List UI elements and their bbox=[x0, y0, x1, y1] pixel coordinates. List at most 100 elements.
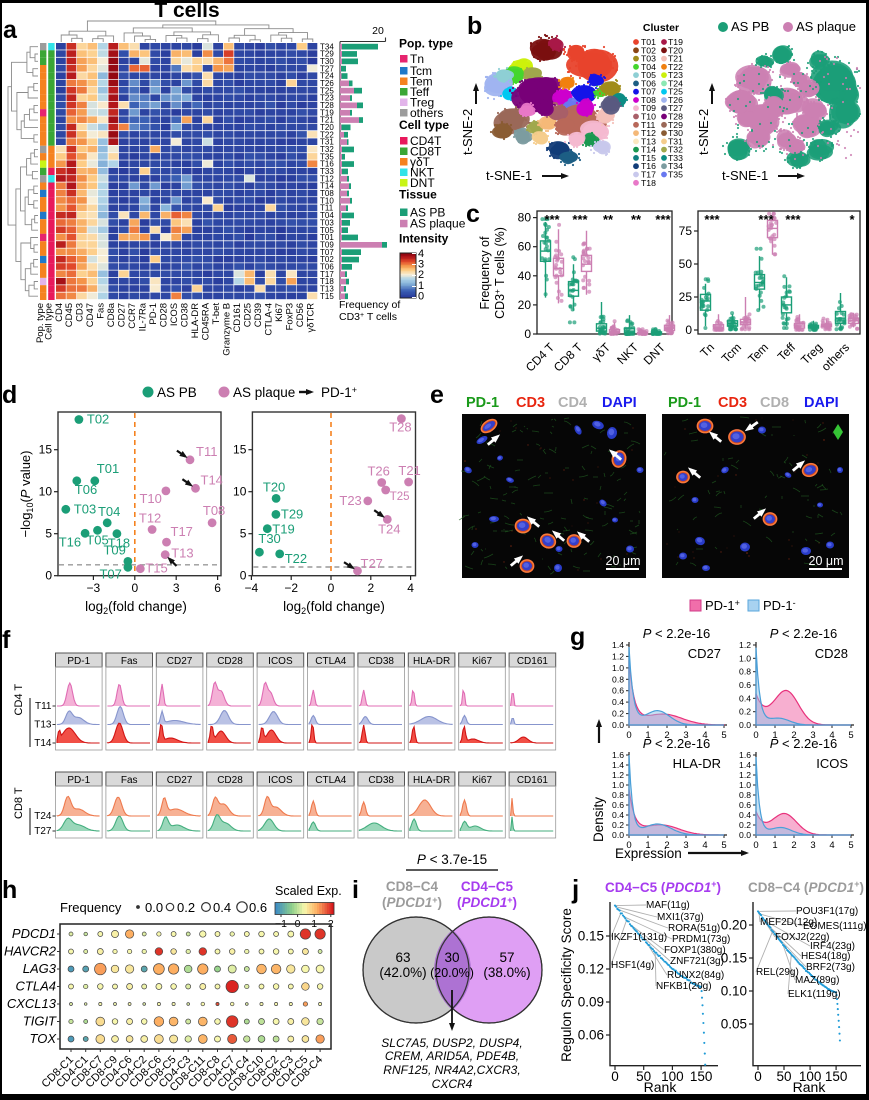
svg-text:5: 5 bbox=[45, 527, 52, 541]
svg-text:0.2: 0.2 bbox=[739, 707, 751, 717]
svg-text:T19: T19 bbox=[272, 522, 294, 537]
svg-text:HES4(18g): HES4(18g) bbox=[801, 951, 850, 962]
svg-text:T20: T20 bbox=[320, 123, 334, 132]
svg-text:Regulon Specificity Score: Regulon Specificity Score bbox=[559, 908, 574, 1062]
svg-text:PD-1-: PD-1- bbox=[763, 598, 796, 613]
svg-text:T20: T20 bbox=[263, 479, 285, 494]
svg-text:P < 2.2e-16: P < 2.2e-16 bbox=[770, 736, 838, 751]
svg-text:0.0: 0.0 bbox=[145, 900, 163, 915]
svg-text:0.6: 0.6 bbox=[739, 680, 751, 690]
svg-text:T16: T16 bbox=[59, 534, 81, 549]
svg-text:HLA-DR: HLA-DR bbox=[413, 656, 450, 667]
svg-text:100: 100 bbox=[799, 1069, 822, 1084]
svg-text:h: h bbox=[2, 876, 17, 904]
svg-text:−2: −2 bbox=[284, 581, 298, 595]
svg-text:1.0: 1.0 bbox=[739, 780, 751, 790]
svg-text:CTLA4: CTLA4 bbox=[16, 979, 56, 994]
svg-text:3: 3 bbox=[173, 581, 180, 595]
svg-text:−log10(P value): −log10(P value) bbox=[18, 450, 35, 537]
svg-text:0.2: 0.2 bbox=[739, 820, 751, 830]
svg-text:0: 0 bbox=[754, 1069, 762, 1084]
svg-text:T08: T08 bbox=[641, 95, 656, 105]
svg-text:T07: T07 bbox=[99, 566, 121, 581]
svg-text:T13: T13 bbox=[34, 720, 52, 731]
svg-text:AS PB: AS PB bbox=[157, 385, 197, 400]
svg-text:T09: T09 bbox=[103, 542, 125, 557]
svg-text:others: others bbox=[819, 340, 852, 373]
svg-text:T07: T07 bbox=[641, 87, 656, 97]
svg-text:c: c bbox=[466, 200, 480, 228]
svg-text:2: 2 bbox=[791, 840, 796, 851]
svg-text:AS plaque: AS plaque bbox=[233, 385, 295, 400]
svg-text:0.6: 0.6 bbox=[612, 686, 624, 696]
svg-text:T27: T27 bbox=[34, 826, 52, 837]
svg-text:T28: T28 bbox=[668, 112, 683, 122]
svg-text:57: 57 bbox=[499, 950, 514, 965]
svg-text:4: 4 bbox=[418, 248, 424, 260]
svg-text:j: j bbox=[571, 874, 579, 904]
svg-text:CREM, ARID5A, PDE4B,: CREM, ARID5A, PDE4B, bbox=[385, 1049, 519, 1063]
svg-text:RNF125, NR4A2,CXCR3,: RNF125, NR4A2,CXCR3, bbox=[383, 1063, 520, 1077]
svg-text:T24: T24 bbox=[34, 811, 52, 822]
svg-text:CXCR4: CXCR4 bbox=[432, 1077, 473, 1091]
svg-text:(20.0%): (20.0%) bbox=[430, 966, 474, 980]
svg-text:Teff: Teff bbox=[775, 340, 799, 364]
svg-text:Tcm: Tcm bbox=[719, 340, 744, 365]
svg-text:CCR7: CCR7 bbox=[127, 303, 138, 329]
svg-text:Ki67: Ki67 bbox=[472, 775, 492, 786]
svg-text:1.4: 1.4 bbox=[612, 760, 624, 770]
svg-text:g: g bbox=[570, 623, 585, 651]
svg-text:Fas: Fas bbox=[96, 303, 107, 319]
svg-text:0: 0 bbox=[240, 569, 247, 583]
svg-text:AS PB: AS PB bbox=[410, 205, 445, 219]
svg-text:4: 4 bbox=[829, 840, 834, 851]
svg-text:***: *** bbox=[758, 212, 774, 227]
svg-text:f: f bbox=[2, 626, 11, 654]
svg-text:Tem: Tem bbox=[745, 340, 771, 366]
svg-text:CTLA-4: CTLA-4 bbox=[263, 303, 274, 336]
svg-text:T-bet: T-bet bbox=[211, 303, 222, 325]
svg-text:0.09: 0.09 bbox=[578, 995, 604, 1010]
svg-text:T16: T16 bbox=[641, 161, 656, 171]
svg-text:6: 6 bbox=[214, 581, 221, 595]
svg-text:T35: T35 bbox=[320, 152, 334, 161]
svg-text:3: 3 bbox=[683, 840, 688, 851]
svg-text:63: 63 bbox=[395, 950, 410, 965]
svg-text:AS plaque: AS plaque bbox=[410, 217, 466, 231]
svg-text:CD3+ T cells: CD3+ T cells bbox=[339, 311, 397, 323]
svg-text:0.8: 0.8 bbox=[739, 667, 751, 677]
svg-text:DAPI: DAPI bbox=[602, 395, 637, 411]
svg-text:150: 150 bbox=[825, 1069, 848, 1084]
svg-text:Tissue: Tissue bbox=[399, 187, 437, 201]
svg-text:50: 50 bbox=[636, 1069, 651, 1084]
svg-text:CTLA4: CTLA4 bbox=[315, 656, 347, 667]
svg-text:PRDM1(73g): PRDM1(73g) bbox=[672, 934, 730, 945]
svg-text:0.4: 0.4 bbox=[739, 810, 751, 820]
svg-text:4: 4 bbox=[407, 581, 414, 595]
svg-text:2: 2 bbox=[418, 269, 424, 281]
svg-text:CD8T: CD8T bbox=[410, 144, 442, 158]
svg-text:T35: T35 bbox=[668, 170, 683, 180]
svg-text:0.6: 0.6 bbox=[612, 800, 624, 810]
svg-text:CD8−C4 (PDCD1+): CD8−C4 (PDCD1+) bbox=[748, 879, 864, 895]
svg-text:CD161: CD161 bbox=[517, 775, 549, 786]
svg-text:CD8−C4: CD8−C4 bbox=[386, 879, 439, 894]
svg-text:T14: T14 bbox=[320, 182, 334, 191]
svg-text:T30: T30 bbox=[668, 128, 683, 138]
svg-text:1.2: 1.2 bbox=[739, 770, 751, 780]
svg-text:1.2: 1.2 bbox=[612, 770, 624, 780]
svg-text:***: *** bbox=[572, 212, 588, 227]
svg-text:CD38: CD38 bbox=[180, 303, 191, 327]
svg-text:CD3: CD3 bbox=[516, 395, 545, 411]
svg-text:PD-1+: PD-1+ bbox=[705, 598, 740, 613]
svg-text:T06: T06 bbox=[320, 263, 334, 272]
svg-text:P < 2.2e-16: P < 2.2e-16 bbox=[643, 626, 711, 641]
svg-text:T26: T26 bbox=[367, 464, 389, 479]
svg-text:b: b bbox=[467, 12, 482, 40]
svg-text:MAF(11g): MAF(11g) bbox=[646, 900, 690, 911]
svg-text:20 μm: 20 μm bbox=[606, 554, 641, 568]
svg-text:T29: T29 bbox=[668, 120, 683, 130]
svg-text:2: 2 bbox=[791, 730, 796, 741]
svg-text:FoxP3: FoxP3 bbox=[284, 303, 295, 330]
svg-text:0.0: 0.0 bbox=[739, 720, 751, 730]
